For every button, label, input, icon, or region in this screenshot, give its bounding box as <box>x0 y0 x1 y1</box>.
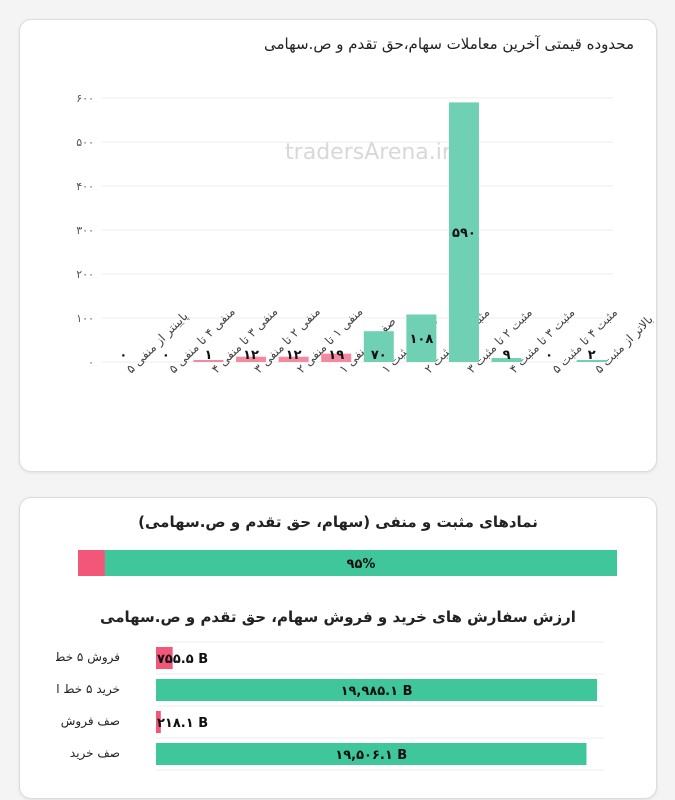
bar-value-label: ۱ <box>204 348 212 363</box>
order-row-label: فروش ۵ خط <box>56 650 120 664</box>
order-value-label: ۱۹,۵۰۶.۱ B <box>335 748 407 763</box>
bar <box>278 356 309 362</box>
pos-neg-title: نمادهای مثبت و منفی (سهام، حق تقدم و ص.س… <box>138 513 538 531</box>
order-value-label: ۱۹,۹۸۵.۱ B <box>341 684 413 699</box>
watermark: tradersArena.ir <box>285 140 452 165</box>
bar <box>236 356 267 362</box>
bar <box>193 360 224 362</box>
y-tick-label: ۴۰۰ <box>76 180 94 193</box>
positive-segment <box>104 550 617 576</box>
y-tick-label: ۲۰۰ <box>76 268 94 281</box>
order-bar <box>156 647 173 669</box>
bar-value-label: ۱۹ <box>328 348 344 363</box>
order-value-label: ۲۱۸.۱ B <box>157 716 208 731</box>
bar-value-label: ۱۰۸ <box>409 332 433 347</box>
order-row-label: خرید ۵ خط اول <box>56 682 120 696</box>
order-row-label: صف فروش <box>60 714 120 728</box>
y-tick-label: ۵۰۰ <box>76 136 94 149</box>
bar-value-label: ۷۰ <box>371 348 387 363</box>
price-range-chart: tradersArena.ir ۰۱۰۰۲۰۰۳۰۰۴۰۰۵۰۰۶۰۰۰پایی… <box>76 92 656 377</box>
y-tick-label: ۱۰۰ <box>76 312 94 325</box>
bar <box>321 353 352 362</box>
bar <box>406 314 437 362</box>
bar-value-label: ۰ <box>162 348 170 363</box>
bar <box>448 102 479 363</box>
bar-value-label: ۱۲ <box>243 348 259 363</box>
order-bar <box>156 743 587 765</box>
chart-title: محدوده قیمتی آخرین معاملات سهام،حق تقدم … <box>263 35 634 53</box>
price-range-card: محدوده قیمتی آخرین معاملات سهام،حق تقدم … <box>19 19 657 472</box>
y-tick-label: ۶۰۰ <box>76 92 94 105</box>
order-value-chart: ۹۵% ۷۵۵.۵ B ۱۹,۹۸۵.۱ B ۲۱۸.۱ B ۱۹,۵۰۶.۱ B <box>78 550 617 771</box>
order-value-label: ۷۵۵.۵ B <box>157 652 208 667</box>
bar-value-label: ۲ <box>588 348 596 363</box>
bar-value-label: ۱۲ <box>286 348 302 363</box>
positive-negative-card: نمادهای مثبت و منفی (سهام، حق تقدم و ص.س… <box>19 497 657 799</box>
order-row-label: صف خرید <box>69 746 120 760</box>
bar <box>491 358 522 362</box>
order-bar <box>156 679 598 701</box>
bar <box>576 360 607 362</box>
order-value-title: ارزش سفارش های خرید و فروش سهام، حق تقدم… <box>100 608 576 626</box>
y-tick-label: ۳۰۰ <box>76 224 94 237</box>
bar-value-label: ۹ <box>503 348 511 363</box>
order-bar <box>156 711 161 733</box>
positive-percent-label: ۹۵% <box>347 557 376 572</box>
bar-value-label: ۰ <box>119 348 127 363</box>
bar <box>363 331 394 362</box>
negative-segment <box>78 550 105 576</box>
bar-value-label: ۵۹۰ <box>452 226 476 241</box>
y-tick-label: ۰ <box>88 356 94 369</box>
bar-value-label: ۰ <box>545 348 553 363</box>
